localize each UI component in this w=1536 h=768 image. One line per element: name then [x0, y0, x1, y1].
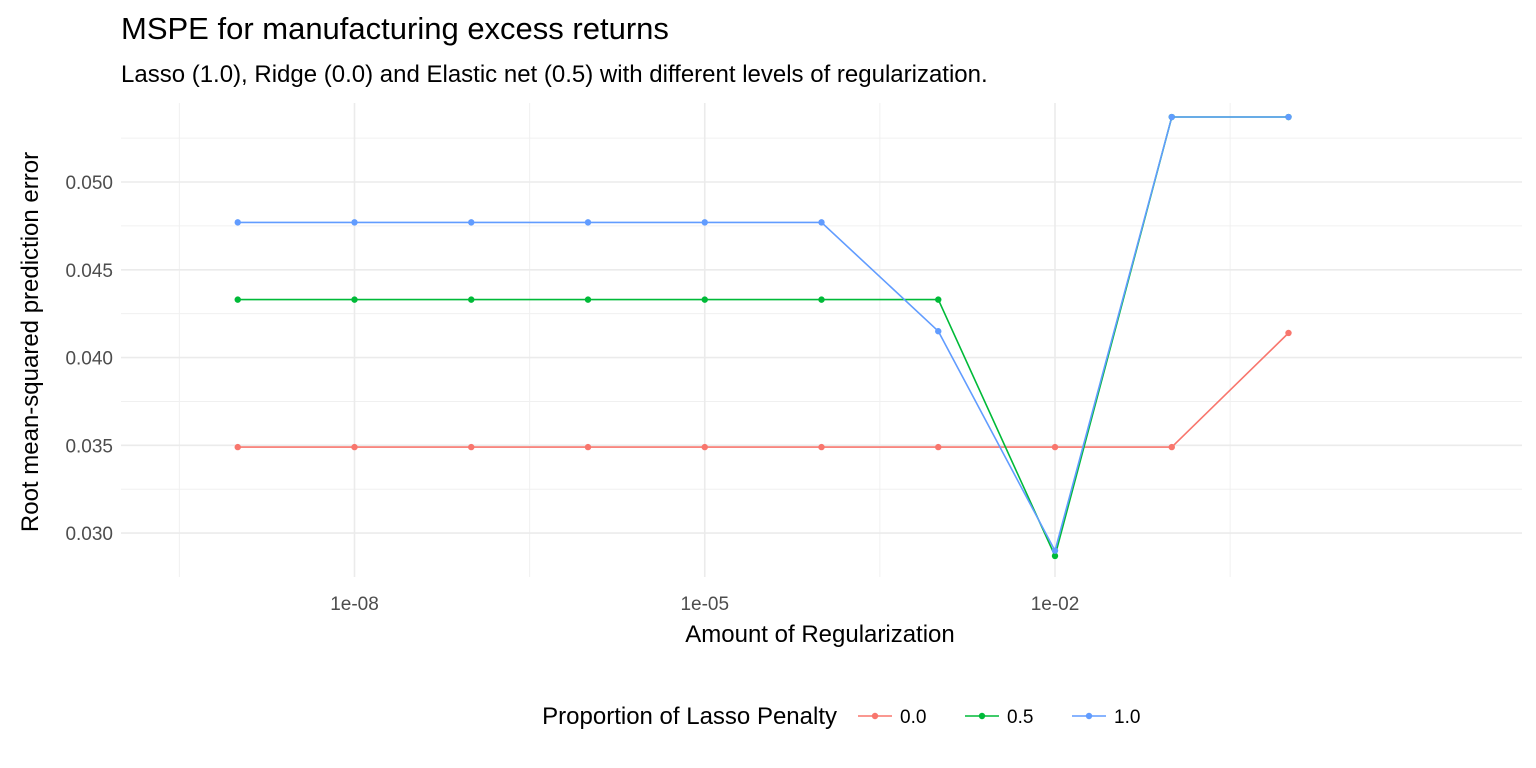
- legend-key-point-0.0: [871, 712, 879, 720]
- series-line-0.5: [237, 116, 1289, 559]
- minor-gridlines: [121, 103, 1522, 577]
- series-line-0.0: [237, 332, 1290, 448]
- data-point-0.5: [468, 296, 475, 303]
- y-axis-ticks: 0.030 0.035 0.040 0.045 0.050: [65, 173, 113, 545]
- data-point-0.0: [351, 443, 358, 451]
- x-axis-title: Amount of Regularization: [685, 621, 954, 648]
- series-line-1.0: [237, 116, 1289, 553]
- legend-title: Proportion of Lasso Penalty: [542, 703, 837, 730]
- data-point-0.5: [1051, 552, 1059, 560]
- data-point-1.0: [234, 219, 241, 226]
- data-point-0.0: [701, 443, 708, 451]
- data-point-0.0: [818, 443, 825, 451]
- y-tick-label: 0.040: [65, 349, 113, 370]
- data-point-0.5: [584, 296, 592, 303]
- x-tick-label: 1e-02: [1031, 594, 1080, 615]
- legend-key-point-0.5: [978, 712, 986, 720]
- data-point-1.0: [818, 219, 825, 226]
- y-tick-label: 0.030: [65, 524, 113, 545]
- data-point-0.5: [818, 296, 825, 303]
- data-point-1.0: [351, 219, 358, 226]
- data-point-1.0: [935, 328, 942, 335]
- data-point-1.0: [584, 219, 592, 226]
- data-point-0.5: [351, 296, 358, 303]
- major-gridlines: [121, 103, 1522, 577]
- x-tick-label: 1e-05: [680, 594, 729, 615]
- data-point-1.0: [701, 219, 708, 226]
- data-point-0.5: [701, 296, 708, 303]
- x-tick-label: 1e-08: [330, 594, 379, 615]
- chart-subtitle: Lasso (1.0), Ridge (0.0) and Elastic net…: [121, 61, 988, 88]
- chart-title: MSPE for manufacturing excess returns: [121, 11, 669, 46]
- y-tick-label: 0.045: [65, 261, 113, 282]
- data-point-0.0: [1285, 329, 1292, 337]
- x-axis-ticks: 1e-08 1e-05 1e-02: [330, 594, 1079, 615]
- data-point-0.5: [234, 296, 241, 303]
- legend-key-point-1.0: [1085, 712, 1093, 720]
- data-point-0.0: [584, 443, 592, 451]
- data-point-0.5: [935, 296, 942, 303]
- data-point-1.0: [1285, 113, 1292, 121]
- legend-label-1.0: 1.0: [1114, 707, 1140, 728]
- legend-label-0.0: 0.0: [900, 707, 926, 728]
- series-points: [234, 113, 1292, 560]
- data-point-0.0: [935, 443, 942, 451]
- data-point-1.0: [1051, 547, 1059, 554]
- data-point-0.0: [1168, 443, 1175, 451]
- y-axis-title: Root mean-squared prediction error: [17, 152, 44, 532]
- data-point-0.0: [1051, 443, 1059, 451]
- series-lines: [237, 116, 1290, 559]
- y-tick-label: 0.050: [65, 173, 113, 194]
- y-tick-label: 0.035: [65, 436, 113, 457]
- data-point-1.0: [468, 219, 475, 226]
- data-point-0.0: [234, 443, 241, 451]
- data-point-1.0: [1168, 113, 1175, 121]
- legend-label-0.5: 0.5: [1007, 707, 1033, 728]
- legend: Proportion of Lasso Penalty 0.0 0.5 1.0: [542, 703, 1140, 730]
- data-point-0.0: [468, 443, 475, 451]
